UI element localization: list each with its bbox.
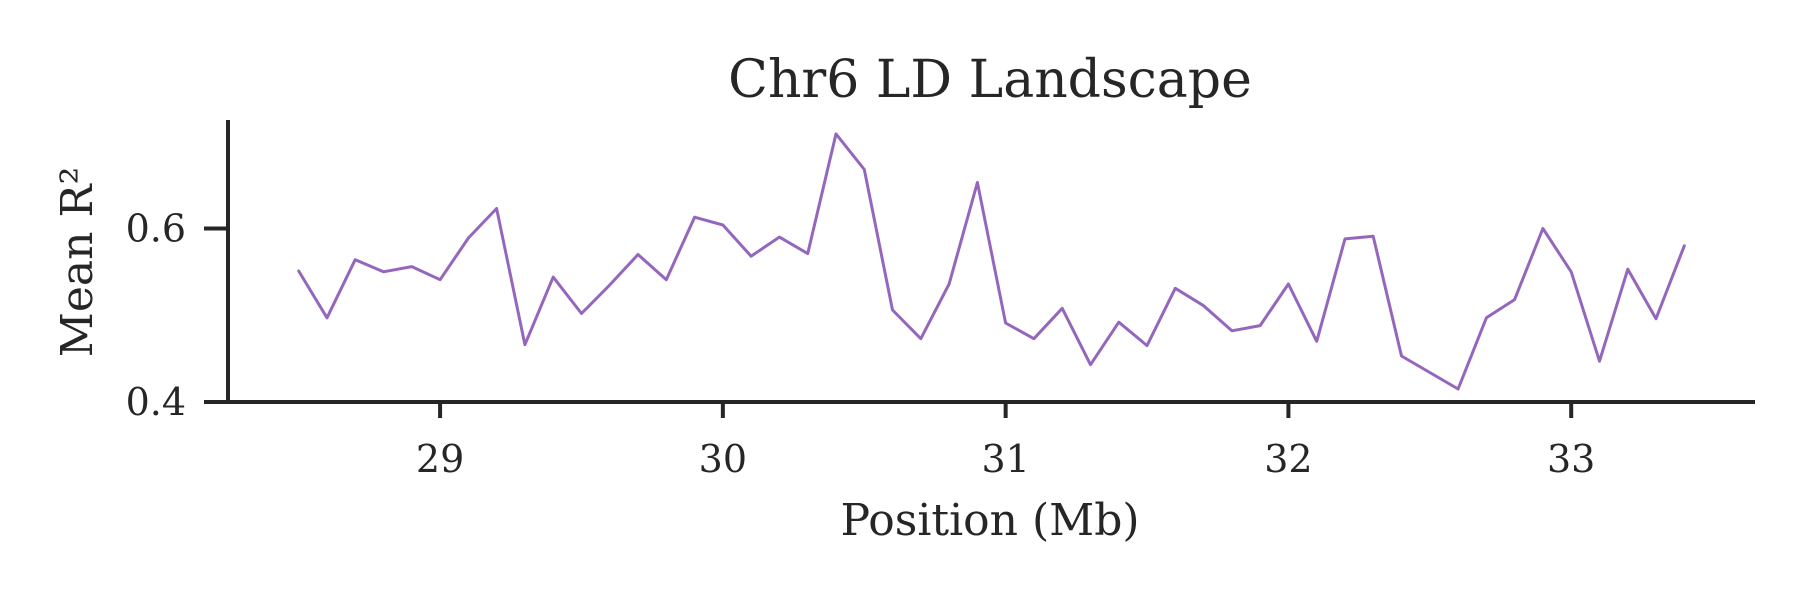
data-point (1485, 316, 1488, 319)
data-point (495, 207, 498, 210)
data-point (891, 309, 894, 312)
data-point (608, 283, 611, 286)
data-point (580, 312, 583, 315)
x-axis-label: Position (Mb) (840, 495, 1139, 546)
data-point (1287, 283, 1290, 286)
y-tick-label: 0.6 (126, 206, 186, 250)
data-point (1032, 337, 1035, 340)
data-point (976, 181, 979, 184)
data-point (354, 258, 357, 261)
data-point (467, 237, 470, 240)
series-line-mean-r2 (297, 132, 1686, 391)
data-point (1457, 388, 1460, 391)
data-point (693, 216, 696, 219)
data-point (806, 252, 809, 255)
y-tick-label: 0.4 (126, 380, 186, 424)
data-point (1570, 270, 1573, 273)
data-point (1428, 371, 1431, 374)
data-point (1372, 235, 1375, 238)
data-point (326, 316, 329, 319)
data-point (1315, 340, 1318, 343)
data-point (1541, 227, 1544, 230)
data-point (835, 132, 838, 135)
data-point (1683, 244, 1686, 247)
data-point (1089, 363, 1092, 366)
data-point (297, 270, 300, 273)
data-point (1174, 287, 1177, 290)
chart-title: Chr6 LD Landscape (728, 50, 1252, 110)
x-tick-label: 33 (1547, 437, 1595, 481)
data-point (778, 236, 781, 239)
data-point (523, 343, 526, 346)
plot-series (297, 132, 1686, 391)
data-point (439, 278, 442, 281)
series-points (297, 132, 1686, 390)
x-tick-label: 31 (981, 437, 1029, 481)
data-point (1344, 237, 1347, 240)
y-axis-label: Mean R² (52, 167, 103, 357)
data-point (721, 224, 724, 227)
data-point (919, 337, 922, 340)
data-point (948, 283, 951, 286)
x-axis-ticks: 29 30 31 32 33 (416, 402, 1595, 481)
data-point (1061, 307, 1064, 310)
data-point (552, 276, 555, 279)
data-point (637, 253, 640, 256)
data-point (750, 255, 753, 258)
data-point (1513, 298, 1516, 301)
data-point (1626, 268, 1629, 271)
x-tick-label: 30 (699, 437, 747, 481)
x-tick-label: 29 (416, 437, 464, 481)
data-point (1598, 360, 1601, 363)
data-point (1202, 304, 1205, 307)
data-point (665, 278, 668, 281)
data-point (1230, 329, 1233, 332)
data-point (1117, 321, 1120, 324)
y-axis-ticks: 0.4 0.6 (126, 206, 228, 424)
data-point (382, 270, 385, 273)
data-point (1655, 317, 1658, 320)
data-point (1400, 355, 1403, 358)
data-point (863, 168, 866, 171)
data-point (1004, 322, 1007, 325)
data-point (1259, 324, 1262, 327)
data-point (1146, 344, 1149, 347)
data-point (410, 265, 413, 268)
x-tick-label: 32 (1264, 437, 1312, 481)
